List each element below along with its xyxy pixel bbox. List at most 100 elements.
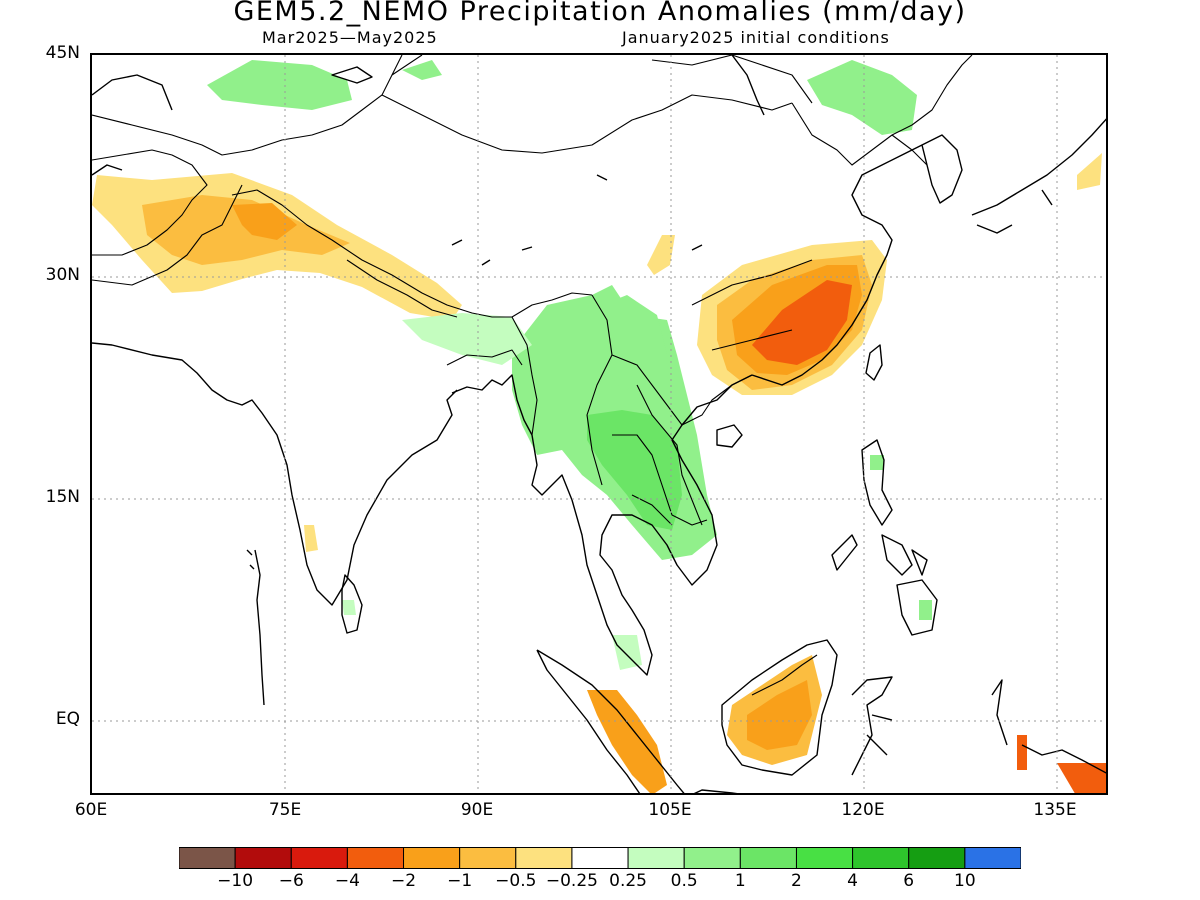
coast-sulawesi <box>851 676 893 776</box>
coast-laccadive <box>246 549 255 570</box>
map-panel <box>90 53 1108 795</box>
border-borneo <box>751 654 818 696</box>
lon-label-105e: 105E <box>648 800 692 820</box>
lon-label-75e: 75E <box>268 800 302 820</box>
colorbar-label-5: −0.5 <box>495 871 537 891</box>
border-china-india <box>231 189 593 318</box>
coast-borneo <box>721 639 838 776</box>
lon-label-120e: 120E <box>841 800 885 820</box>
coast-hainan <box>716 424 743 448</box>
coast-korea <box>921 134 963 204</box>
coast-sumatra <box>536 649 685 793</box>
coast-bangladesh <box>451 374 533 436</box>
coast-halmahera <box>991 679 1106 774</box>
wet-anomaly-central-asia <box>207 60 352 110</box>
colorbar-swatch-4 <box>403 847 461 869</box>
lat-label-30n: 30N <box>45 265 80 285</box>
coast-taiwan <box>865 344 883 381</box>
dry-anomaly-halmahera <box>1017 735 1027 770</box>
colorbar-swatch-14 <box>964 847 1021 869</box>
wet-anomaly-assam <box>402 313 532 365</box>
dry-anomaly-japan <box>1077 153 1102 190</box>
lon-label-90e: 90E <box>460 800 494 820</box>
colorbar-label-13: 10 <box>954 871 976 891</box>
wet-anomaly-indochina-core <box>587 410 682 530</box>
colorbar-label-2: −4 <box>334 871 360 891</box>
coast-mindanao <box>896 579 938 636</box>
colorbar-swatch-5 <box>459 847 517 869</box>
colorbar-swatch-9 <box>683 847 741 869</box>
coast-balkhash <box>331 66 373 84</box>
coast-china-east <box>751 144 923 386</box>
colorbar-label-7: 0.25 <box>609 871 647 891</box>
wet-anomaly-mindanao <box>919 600 932 620</box>
dry-anomaly-india-south <box>304 525 318 552</box>
colorbar-swatch-7 <box>571 847 629 869</box>
colorbar-label-12: 6 <box>903 871 915 891</box>
dry-anomaly-tibet-core <box>232 203 297 240</box>
colorbar-label-11: 4 <box>847 871 859 891</box>
dry-anomaly-new-guinea <box>1057 763 1106 793</box>
coast-luzon <box>861 439 893 526</box>
colorbar-swatch-12 <box>852 847 910 869</box>
border-pakistan <box>92 184 243 286</box>
wet-anomaly-sri-lanka <box>342 600 356 615</box>
anomaly-shading <box>92 60 1106 793</box>
dry-anomaly-china-core <box>752 280 852 365</box>
wet-anomaly-malaya <box>612 635 642 670</box>
border-nepal <box>346 259 458 318</box>
colorbar-swatch-8 <box>627 847 685 869</box>
coast-central-asia <box>92 74 173 176</box>
border-laos-vietnam <box>611 354 753 526</box>
colorbar-label-9: 1 <box>734 871 746 891</box>
colorbar-swatch-3 <box>346 847 405 869</box>
border-afghanistan <box>92 149 208 256</box>
coast-palawan <box>831 534 858 571</box>
lat-label-45n: 45N <box>45 43 80 63</box>
colorbar-swatch-1 <box>234 847 292 869</box>
coast-tibet-lakes <box>451 174 703 266</box>
colorbar-label-8: 0.5 <box>670 871 698 891</box>
dry-anomaly-borneo-core <box>747 680 812 750</box>
country-borders <box>92 55 973 696</box>
colorbar-swatch-11 <box>795 847 854 869</box>
coast-visayas <box>881 534 928 576</box>
border-mongolia-south <box>381 94 793 154</box>
colorbar-swatch-6 <box>515 847 573 869</box>
wet-anomaly-kazakh <box>402 60 442 80</box>
colorbar-label-0: −10 <box>217 871 254 891</box>
border-korea-china <box>891 134 928 166</box>
colorbar-swatch-10 <box>739 847 797 869</box>
colorbar-swatch-2 <box>290 847 348 869</box>
coast-japan <box>971 118 1106 234</box>
colorbar-label-4: −1 <box>447 871 473 891</box>
border-thailand-cambodia <box>612 434 708 526</box>
colorbar-swatch-0 <box>179 847 236 869</box>
coast-andaman <box>254 549 265 706</box>
lon-label-135e: 135E <box>1033 800 1077 820</box>
dry-anomaly-sumatra <box>587 690 667 793</box>
lat-label-15n: 15N <box>45 487 80 507</box>
graticule <box>92 55 1106 793</box>
colorbar-label-3: −2 <box>391 871 417 891</box>
coast-java <box>693 789 738 793</box>
initial-conditions: January2025 initial conditions <box>622 28 890 47</box>
border-mongolia-north <box>391 55 813 104</box>
wet-anomaly-yunnan <box>602 295 667 390</box>
lat-label-eq: EQ <box>55 709 80 729</box>
colorbar-label-10: 2 <box>791 871 802 891</box>
lon-label-60e: 60E <box>74 800 108 820</box>
chart-title: GEM5.2_NEMO Precipitation Anomalies (mm/… <box>233 0 967 27</box>
border-india-bangladesh <box>446 349 523 366</box>
colorbar-label-1: −6 <box>278 871 304 891</box>
coast-sri-lanka <box>341 574 363 634</box>
colorbar-swatch-13 <box>908 847 966 869</box>
colorbar <box>179 847 1021 869</box>
coast-india <box>92 342 458 606</box>
colorbar-label-6: −0.25 <box>545 871 598 891</box>
forecast-period: Mar2025—May2025 <box>262 28 438 47</box>
precip-anomaly-map <box>92 55 1106 793</box>
border-china-provinces <box>691 259 813 351</box>
wet-anomaly-luzon <box>870 455 884 470</box>
border-myanmar <box>511 294 613 486</box>
